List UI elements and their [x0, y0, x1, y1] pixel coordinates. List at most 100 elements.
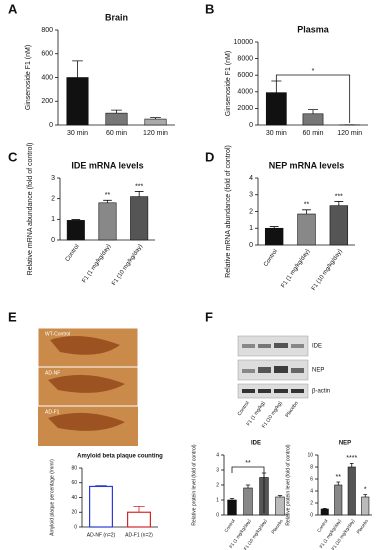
significance: **	[245, 460, 251, 467]
error-bar	[349, 463, 354, 467]
bar	[105, 112, 128, 126]
y-axis-label: Relative mRNA abundance (fold of control…	[27, 143, 34, 276]
error-bar	[302, 209, 311, 215]
x-tick-label: AD-NF (n=2)	[87, 532, 116, 538]
y-tick-label: 2000	[237, 105, 253, 112]
y-tick-label: 8000	[237, 55, 253, 62]
y-tick-label: 10000	[234, 39, 254, 46]
bracket	[231, 466, 265, 513]
blot-strip	[237, 359, 309, 381]
y-tick-label: 2	[216, 482, 219, 488]
y-axis-label: Ginsenoside F1 (nM)	[225, 51, 232, 116]
x-tick-label: F1 (10 mg/kg/day)	[311, 249, 344, 292]
error-bar	[72, 60, 83, 78]
y-tick-label: 10	[307, 452, 313, 458]
y-tick-label: 3	[216, 467, 219, 473]
x-tick-label: 30 min	[67, 130, 88, 137]
slice-frame	[37, 366, 139, 407]
chart-title: IDE mRNA levels	[71, 160, 143, 170]
bar	[243, 487, 253, 516]
y-tick-label: 0	[216, 512, 219, 518]
y-tick-label: 200	[41, 98, 53, 105]
y-tick-label: 2	[51, 196, 55, 203]
panel-f-blot: IDE NEP β-actin	[237, 335, 330, 399]
x-tick-label: 60 min	[302, 130, 323, 137]
y-tick-label: 4000	[237, 89, 253, 96]
chart-title: Brain	[105, 12, 128, 22]
y-tick-label: 2	[249, 208, 253, 215]
panel-label: E	[8, 309, 17, 324]
band-label: NEP	[312, 368, 324, 374]
lane-label: Placebo	[284, 400, 299, 418]
x-tick-label: Control	[263, 249, 279, 268]
bar	[361, 496, 370, 516]
x-tick-label: Control	[65, 244, 81, 263]
error-bar	[229, 498, 235, 500]
bar	[264, 227, 284, 246]
y-tick-label: 2	[310, 500, 313, 506]
x-tick-label: Placebo	[356, 518, 370, 535]
error-bar	[134, 191, 144, 197]
bar	[265, 92, 287, 126]
y-tick-label: 400	[41, 74, 53, 81]
chart-title: NEP mRNA levels	[269, 160, 345, 170]
error-bar	[277, 495, 283, 497]
y-tick-label: 8	[310, 464, 313, 470]
error-bar	[71, 219, 81, 221]
y-tick-label: 800	[41, 27, 53, 34]
y-tick-label: 0	[249, 242, 253, 249]
significance: *	[312, 68, 315, 75]
x-tick-label: F1 (1 mg/kg/day)	[81, 244, 112, 285]
error-bar	[103, 199, 112, 203]
x-tick-label: 120 min	[337, 130, 362, 137]
y-axis-label: Amyloid plaque percentage (/mm²)	[49, 459, 55, 536]
y-tick-label: 4	[249, 175, 253, 182]
error-bar	[336, 481, 341, 485]
panel-label: A	[8, 1, 18, 16]
bar	[66, 220, 85, 241]
y-tick-label: 0	[51, 237, 55, 244]
y-tick-label: 0	[74, 524, 77, 530]
y-tick-label: 4	[216, 452, 219, 458]
y-axis-label: Ginsenoside F1 (nM)	[25, 45, 32, 110]
chart-title: NEP	[339, 441, 351, 447]
blot-bands	[242, 343, 304, 393]
bar	[320, 508, 329, 516]
x-tick-label: Control	[316, 518, 328, 533]
y-tick-label: 0	[249, 122, 253, 129]
y-tick-label: 20	[71, 510, 77, 516]
y-tick-label: 40	[71, 495, 77, 501]
panel-label: B	[205, 1, 214, 16]
y-tick-label: 0	[310, 512, 313, 518]
y-axis-label: Relative mRNA abundance (fold of control…	[225, 145, 232, 278]
error-bar	[271, 80, 282, 93]
y-axis-label: Relative protein level (fold of control)	[191, 444, 197, 525]
bar	[329, 205, 349, 246]
bracket	[275, 74, 351, 123]
y-tick-label: 80	[71, 465, 77, 471]
significance: ***	[335, 193, 343, 200]
y-tick-label: 4	[310, 488, 313, 494]
bar	[347, 466, 356, 516]
image-label: AD-NF	[45, 370, 60, 376]
x-tick-label: AD-F1 (n=2)	[125, 532, 153, 538]
band-label: β-actin	[312, 389, 330, 395]
bar	[302, 113, 324, 126]
blot-strip	[237, 335, 309, 357]
significance: ****	[346, 455, 357, 462]
y-tick-label: 3	[249, 192, 253, 199]
chart-title: Plasma	[297, 24, 330, 34]
significance: *	[364, 486, 367, 493]
y-tick-label: 60	[71, 480, 77, 486]
error-bar	[322, 508, 327, 509]
image-label: WT-Control	[45, 331, 70, 337]
x-tick-label: Placebo	[270, 518, 284, 535]
panel-e-image: WT-Control AD-NF AD-F1	[37, 327, 139, 446]
significance: ***	[135, 183, 143, 190]
panel-label: C	[8, 149, 18, 164]
bar	[88, 485, 113, 528]
error-bar	[133, 505, 145, 513]
significance: **	[105, 192, 111, 199]
bar	[66, 77, 89, 126]
blot-strip	[237, 383, 309, 399]
